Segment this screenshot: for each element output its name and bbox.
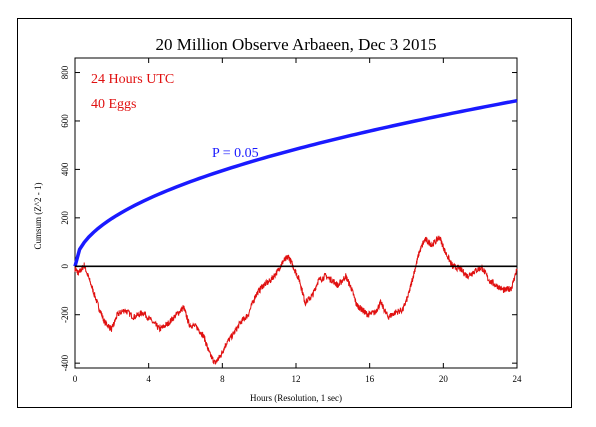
x-tick-label: 8 bbox=[220, 374, 225, 384]
y-axis-label: Cumsum (Z^2 - 1) bbox=[33, 183, 43, 250]
y-tick-label: 200 bbox=[60, 211, 70, 225]
annotation-p-value: P = 0.05 bbox=[212, 146, 259, 161]
y-tick-label: 0 bbox=[60, 264, 70, 269]
chart-title: 20 Million Observe Arbaeen, Dec 3 2015 bbox=[156, 35, 437, 54]
y-tick-label: -400 bbox=[60, 354, 70, 371]
annotation-eggs: 40 Eggs bbox=[91, 97, 137, 112]
y-tick-label: 400 bbox=[60, 162, 70, 176]
x-tick-label: 24 bbox=[513, 374, 523, 384]
x-axis-label: Hours (Resolution, 1 sec) bbox=[250, 393, 342, 403]
annotation-hours: 24 Hours UTC bbox=[91, 72, 174, 87]
y-tick-label: 600 bbox=[60, 114, 70, 128]
x-tick-label: 12 bbox=[292, 374, 301, 384]
y-tick-label: 800 bbox=[60, 65, 70, 79]
x-tick-label: 0 bbox=[73, 374, 78, 384]
x-tick-label: 16 bbox=[365, 374, 375, 384]
series-line-cumsum bbox=[74, 235, 518, 365]
chart-frame bbox=[17, 18, 572, 408]
y-tick-label: -200 bbox=[60, 306, 70, 323]
plot-area bbox=[74, 57, 518, 369]
x-tick-label: 4 bbox=[146, 374, 151, 384]
x-tick-label: 20 bbox=[439, 374, 449, 384]
series-line-envelope bbox=[73, 98, 518, 267]
